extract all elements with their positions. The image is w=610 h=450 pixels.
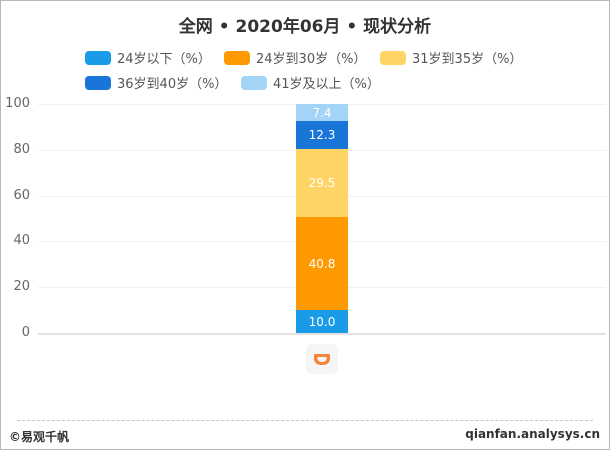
legend-item-31-35[interactable]: 31岁到35岁（%） <box>380 48 522 67</box>
legend-label: 24岁到30岁（%） <box>256 52 367 67</box>
legend-swatch <box>224 50 250 65</box>
legend-item-36-40[interactable]: 36岁到40岁（%） <box>85 73 227 92</box>
didi-logo-icon <box>314 354 330 365</box>
legend-swatch <box>85 50 111 65</box>
y-tick-0: 0 <box>21 325 30 340</box>
bar-segment-31-35[interactable]: 29.5 <box>296 149 348 217</box>
legend-label: 31岁到35岁（%） <box>412 52 523 67</box>
legend-label: 24岁以下（%） <box>117 52 211 67</box>
source-url: qianfan.analysys.cn <box>465 427 600 441</box>
y-tick-80: 80 <box>13 142 30 157</box>
y-tick-20: 20 <box>13 279 30 294</box>
bar-value-label: 40.8 <box>308 256 336 271</box>
bar-segment-36-40[interactable]: 12.3 <box>296 121 348 149</box>
y-tick-40: 40 <box>13 233 30 248</box>
legend-item-24-30[interactable]: 24岁到30岁（%） <box>224 48 366 67</box>
legend-label: 41岁及以上（%） <box>273 77 380 92</box>
legend-swatch <box>241 75 267 90</box>
bar-value-label: 7.4 <box>312 105 332 120</box>
stacked-bar[interactable]: 7.4 12.3 29.5 40.8 10.0 <box>296 104 348 333</box>
chart-title: 全网 • 2020年06月 • 现状分析 <box>178 17 432 37</box>
footer-divider <box>17 420 593 421</box>
legend-item-under-24[interactable]: 24岁以下（%） <box>85 48 211 67</box>
legend-swatch <box>85 75 111 90</box>
bar-segment-under-24[interactable]: 10.0 <box>296 310 348 333</box>
bar-segment-41-plus[interactable]: 7.4 <box>296 104 348 121</box>
y-tick-60: 60 <box>13 188 30 203</box>
copyright-text: ©易观千帆 <box>9 430 70 444</box>
bar-segment-24-30[interactable]: 40.8 <box>296 217 348 310</box>
y-tick-100: 100 <box>5 96 30 111</box>
legend-swatch <box>380 50 406 65</box>
legend-label: 36岁到40岁（%） <box>117 77 228 92</box>
x-axis-baseline <box>38 333 606 335</box>
bar-value-label: 10.0 <box>308 314 336 329</box>
didi-app-icon <box>306 344 338 374</box>
bar-value-label: 12.3 <box>308 128 336 142</box>
bar-value-label: 29.5 <box>308 176 336 190</box>
legend-item-41-plus[interactable]: 41岁及以上（%） <box>241 73 380 92</box>
